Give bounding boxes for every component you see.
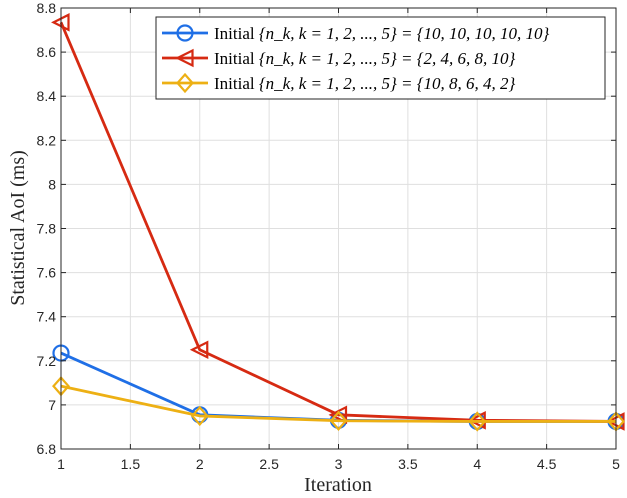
series-3 [52, 375, 625, 432]
legend-math: {n_k, k = 1, 2, ..., 5} = {2, 4, 6, 8, 1… [259, 49, 516, 68]
ticks: 1 1.5 2 2.5 3 3.5 4 4.5 5 6.8 7 7.2 7.4 7.6 7.8 8 8.2 8.4… [37, 0, 621, 472]
legend-marker-circle [176, 24, 194, 42]
legend-entry-1: Initial {n_k, k = 1, 2, ..., 5} = {10, 1… [162, 24, 550, 43]
y-axis-label: Statistical AoI (ms) [7, 150, 29, 306]
data-point-diamond [190, 405, 209, 427]
legend-prefix: Initial [214, 24, 259, 43]
legend-label: Initial {n_k, k = 1, 2, ..., 5} = {10, 8… [214, 74, 516, 93]
x-tick-label: 1.5 [121, 456, 141, 472]
data-point-diamond [468, 411, 487, 432]
legend-box [155, 16, 606, 100]
x-tick-label: 3.5 [398, 456, 418, 472]
y-tick-label: 8 [48, 176, 56, 192]
y-tick-label: 8.2 [37, 132, 57, 148]
x-tick-label: 4.5 [537, 456, 557, 472]
legend-math: {n_k, k = 1, 2, ..., 5} = {10, 10, 10, 1… [259, 24, 550, 43]
y-tick-label: 7.4 [37, 309, 57, 325]
y-tick-label: 7.6 [37, 265, 57, 281]
legend-marker-diamond [176, 72, 194, 94]
x-tick-label: 1 [57, 456, 65, 472]
y-tick-label: 8.8 [37, 0, 57, 16]
legend-label: Initial {n_k, k = 1, 2, ..., 5} = {2, 4,… [214, 49, 516, 68]
legend: Initial {n_k, k = 1, 2, ..., 5} = {10, 1… [155, 16, 606, 100]
x-tick-label: 3 [335, 456, 343, 472]
y-tick-label: 8.4 [37, 88, 57, 104]
legend-prefix: Initial [214, 74, 259, 93]
legend-entry-2: Initial {n_k, k = 1, 2, ..., 5} = {2, 4,… [162, 48, 516, 68]
y-tick-label: 7 [48, 397, 56, 413]
x-tick-label: 4 [473, 456, 481, 472]
legend-math: {n_k, k = 1, 2, ..., 5} = {10, 8, 6, 4, … [259, 74, 516, 93]
y-tick-label: 7.8 [37, 221, 57, 237]
legend-label: Initial {n_k, k = 1, 2, ..., 5} = {10, 1… [214, 24, 550, 43]
legend-entry-3: Initial {n_k, k = 1, 2, ..., 5} = {10, 8… [162, 72, 516, 94]
legend-prefix: Initial [214, 49, 259, 68]
y-tick-label: 6.8 [37, 441, 57, 457]
series-layer [51, 13, 625, 432]
x-axis-label: Iteration [304, 474, 372, 496]
y-tick-label: 8.6 [37, 44, 57, 60]
data-point-diamond [329, 410, 348, 431]
y-tick-label: 7.2 [37, 353, 57, 369]
x-tick-label: 5 [612, 456, 620, 472]
legend-marker-triangle-left [175, 48, 194, 68]
data-point-triangle-left [189, 340, 209, 360]
x-tick-label: 2 [196, 456, 204, 472]
x-tick-label: 2.5 [259, 456, 279, 472]
series-line [60, 384, 616, 423]
